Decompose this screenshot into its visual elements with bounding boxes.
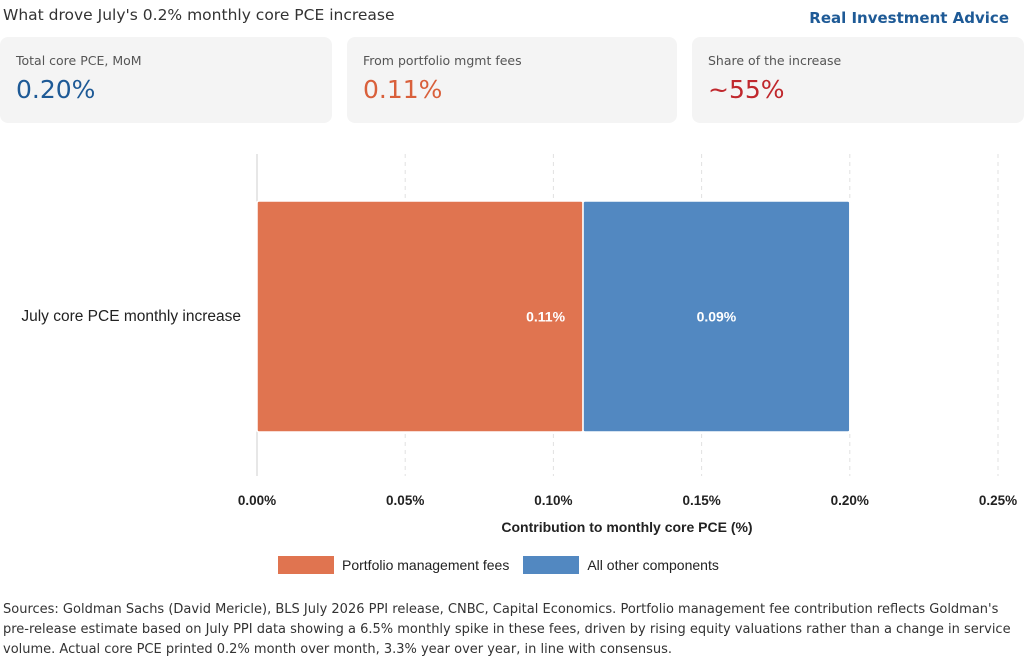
x-tick-label: 0.15% [682,493,720,508]
legend-swatch [523,556,580,574]
stat-card-total: Total core PCE, MoM 0.20% [0,37,332,123]
legend-swatch [278,556,334,574]
legend-item-portfolio-fees[interactable]: Portfolio management fees [278,556,509,574]
bar-data-label: 0.09% [697,309,737,325]
stat-card-label: Share of the increase [708,53,842,68]
x-tick-label: 0.20% [831,493,869,508]
sources-note: Sources: Goldman Sachs (David Mericle), … [3,602,1011,657]
page-title: What drove July's 0.2% monthly core PCE … [3,6,395,24]
stat-card-share: Share of the increase ~55% [692,37,1024,123]
stat-card-value: ~55% [708,75,785,104]
stat-card-value: 0.20% [16,75,96,104]
bar-data-label: 0.11% [526,309,565,325]
chart-legend: Portfolio management fees All other comp… [278,556,733,574]
legend-item-other-components[interactable]: All other components [523,556,719,574]
x-tick-label: 0.05% [386,493,424,508]
stat-card-value: 0.11% [363,75,443,104]
legend-label: Portfolio management fees [342,557,510,573]
bar-segment-other-components [582,200,851,433]
category-label: July core PCE monthly increase [21,308,241,325]
x-axis-ticks: 0.00% 0.05% 0.10% 0.15% 0.20% 0.25% [238,493,1017,508]
brand-logo[interactable]: Real Investment Advice [809,9,1009,27]
stacked-bar-chart: 0.11% 0.09% 0.00% 0.05% 0.10% 0.15% 0.20% 0.25… [21,154,1017,535]
x-tick-label: 0.25% [979,493,1017,508]
stat-card-portfolio-fees: From portfolio mgmt fees 0.11% [347,37,677,123]
chart-bars: 0.11% 0.09% [256,200,851,433]
stat-card-label: Total core PCE, MoM [16,53,142,68]
x-tick-label: 0.00% [238,493,276,508]
x-axis-label: Contribution to monthly core PCE (%) [501,519,752,535]
legend-label: All other components [587,557,719,573]
stat-card-label: From portfolio mgmt fees [363,53,522,68]
x-tick-label: 0.10% [534,493,572,508]
